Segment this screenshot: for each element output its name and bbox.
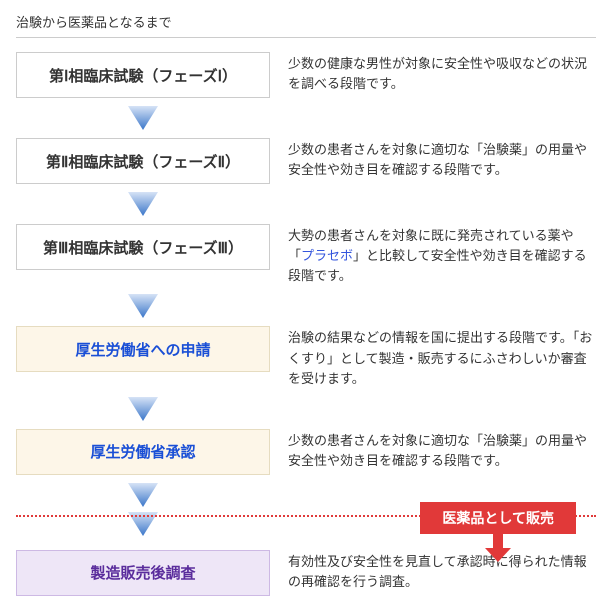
arrow-down-icon (16, 389, 270, 429)
arrow-down-icon (16, 98, 270, 138)
step-box-phase1: 第Ⅰ相臨床試験（フェーズⅠ） (16, 52, 270, 98)
step-box-application: 厚生労働省への申請 (16, 326, 270, 372)
step-box-approval: 厚生労働省承認 (16, 429, 270, 475)
step-row: 厚生労働省への申請 治験の結果などの情報を国に提出する段階です。「おくすり」とし… (16, 326, 596, 388)
step-row: 第Ⅲ相臨床試験（フェーズⅢ） 大勢の患者さんを対象に既に発売されている薬や「プラ… (16, 224, 596, 286)
sale-badge-wrap: 医薬品として販売 (420, 502, 576, 562)
badge-row: 医薬品として販売 (16, 502, 596, 546)
arrow-down-icon (16, 286, 270, 326)
step-row: 第Ⅰ相臨床試験（フェーズⅠ） 少数の健康な男性が対象に安全性や吸収などの状況を調… (16, 52, 596, 98)
page-title: 治験から医薬品となるまで (16, 12, 596, 38)
step-desc: 治験の結果などの情報を国に提出する段階です。「おくすり」として製造・販売するにふ… (288, 326, 596, 388)
step-desc: 少数の患者さんを対象に適切な「治験薬」の用量や安全性や効き目を確認する段階です。 (288, 138, 596, 180)
step-desc: 少数の健康な男性が対象に安全性や吸収などの状況を調べる段階です。 (288, 52, 596, 94)
step-box-phase2: 第Ⅱ相臨床試験（フェーズⅡ） (16, 138, 270, 184)
placebo-link[interactable]: プラセボ (301, 248, 353, 263)
step-box-phase3: 第Ⅲ相臨床試験（フェーズⅢ） (16, 224, 270, 270)
arrow-down-icon (16, 184, 270, 224)
step-box-postmarket: 製造販売後調査 (16, 550, 270, 596)
arrow-down-red-icon (485, 534, 511, 562)
step-row: 厚生労働省承認 少数の患者さんを対象に適切な「治験薬」の用量や安全性や効き目を確… (16, 429, 596, 475)
sale-badge: 医薬品として販売 (420, 502, 576, 534)
step-desc: 少数の患者さんを対象に適切な「治験薬」の用量や安全性や効き目を確認する段階です。 (288, 429, 596, 471)
step-row: 第Ⅱ相臨床試験（フェーズⅡ） 少数の患者さんを対象に適切な「治験薬」の用量や安全… (16, 138, 596, 184)
step-desc: 大勢の患者さんを対象に既に発売されている薬や「プラセボ」と比較して安全性や効き目… (288, 224, 596, 286)
